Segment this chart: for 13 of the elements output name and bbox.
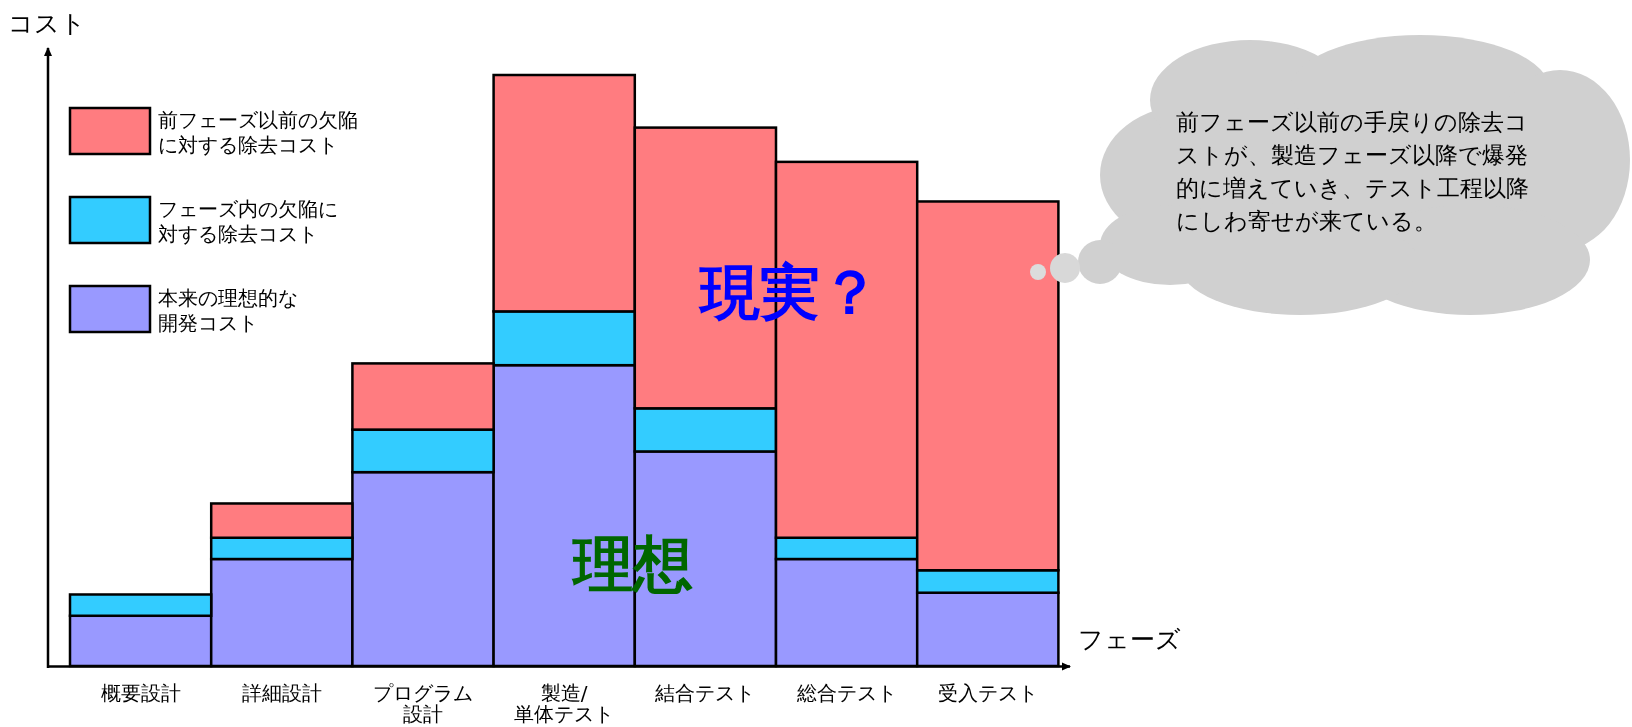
x-tick-label: プログラム設計 [373,681,473,726]
x-tick-label: 受入テスト [937,681,1038,705]
x-tick-label: 結合テスト [654,681,756,705]
x-tick-label: 製造/単体テスト [514,681,615,726]
y-axis-title: コスト [8,9,86,38]
legend-label: 本来の理想的な開発コスト [158,286,298,335]
x-axis-title: フェーズ [1078,625,1181,654]
text: 前フェーズ以前の手戻りの除去コストが、製造フェーズ以降で爆発的に増えていき、テスト工程以降にしわ寄せが来ている。 [1176,109,1529,234]
legend-label: 前フェーズ以前の欠陥に対する除去コスト [158,108,358,157]
legend-label: フェーズ内の欠陥に対する除去コスト [158,197,338,246]
x-tick-label: 総合テスト [795,681,897,705]
x-tick-label: 詳細設計 [241,681,322,705]
x-tick-label: 概要設計 [100,681,181,705]
